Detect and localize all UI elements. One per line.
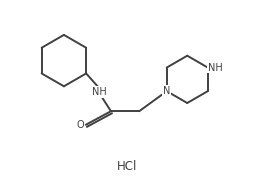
Text: NH: NH <box>208 63 222 73</box>
Text: O: O <box>76 120 84 130</box>
Text: NH: NH <box>92 87 106 97</box>
Text: HCl: HCl <box>117 160 137 173</box>
Text: N: N <box>163 86 171 96</box>
